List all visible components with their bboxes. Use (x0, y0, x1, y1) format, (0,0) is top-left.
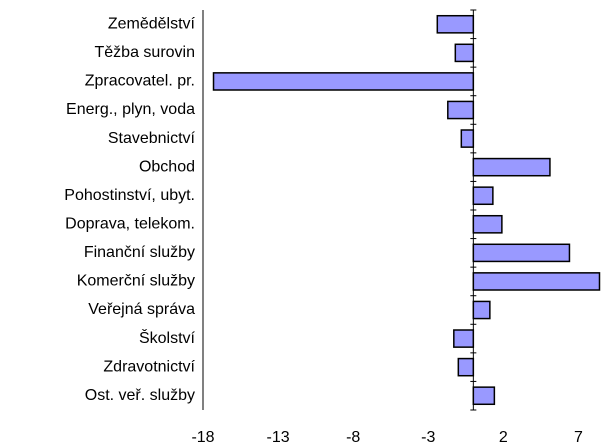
y-tick-label: Zpracovatel. pr. (85, 73, 195, 90)
x-tick-label: 7 (574, 429, 583, 446)
y-tick-label: Doprava, telekom. (65, 216, 195, 233)
bar (472, 214, 503, 234)
bar (457, 357, 475, 377)
y-tick-label: Ost. veř. služby (85, 387, 195, 404)
y-tick-label: Komerční služby (77, 273, 195, 290)
y-tick-label: Obchod (139, 158, 195, 175)
y-tick-label: Těžba surovin (95, 44, 196, 61)
bar (447, 100, 475, 120)
y-tick-label: Zemědělství (108, 16, 196, 33)
bar (436, 14, 475, 34)
y-tick-label: Pohostinství, ubyt. (64, 187, 195, 204)
bar (472, 272, 601, 291)
y-tick-label: Stavebnictví (108, 130, 196, 147)
x-tick-label: -13 (267, 429, 290, 446)
x-tick-label: -3 (421, 429, 435, 446)
y-tick-label: Finanční služby (84, 244, 195, 261)
bar (472, 186, 494, 206)
x-tick-label: -8 (346, 429, 360, 446)
bar (460, 129, 475, 148)
x-tick-label: 2 (499, 429, 508, 446)
y-tick-label: Veřejná správa (88, 301, 195, 318)
bar (472, 386, 496, 406)
bar (212, 72, 475, 91)
bar (472, 243, 571, 263)
y-tick-label: Zdravotnictví (103, 358, 195, 375)
bar (453, 329, 475, 348)
bar (454, 43, 475, 63)
y-tick-label: Školství (139, 328, 196, 347)
bar (472, 157, 551, 177)
y-tick-label: Energ., plyn, voda (66, 101, 195, 118)
bar (472, 300, 491, 320)
x-tick-label: -18 (191, 429, 214, 446)
